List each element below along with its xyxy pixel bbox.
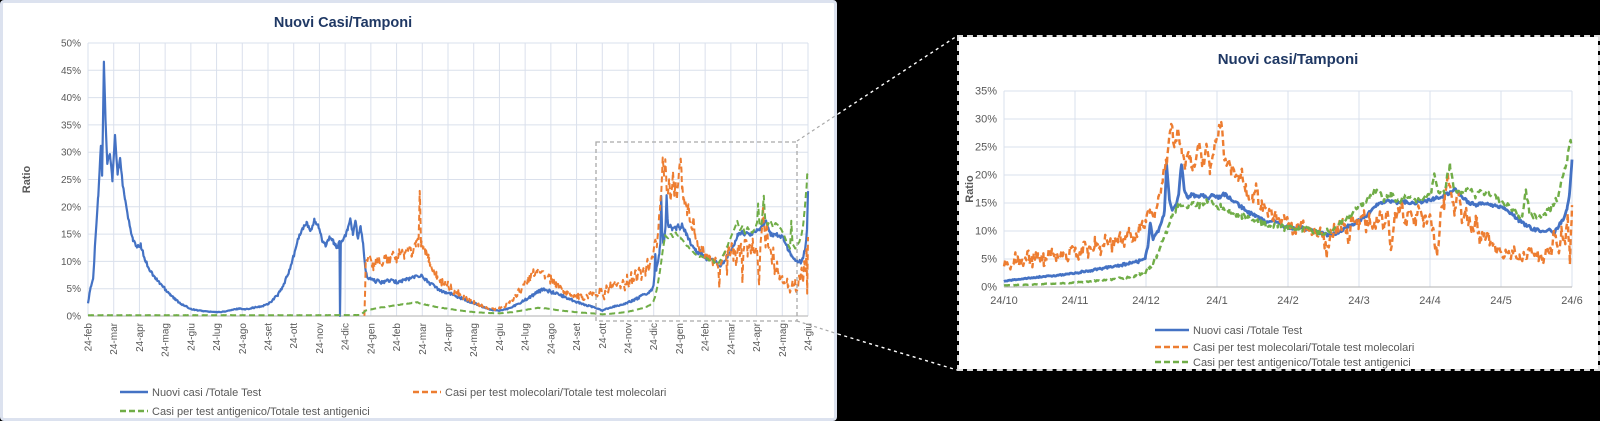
legend-label: Nuovi casi /Totale Test: [152, 387, 261, 399]
y-tick-label: 35%: [61, 120, 81, 131]
x-tick-label: 24/2: [1277, 295, 1298, 307]
chart-title: Nuovi Casi/Tamponi: [274, 15, 412, 31]
y-tick-label: 20%: [61, 202, 81, 213]
x-tick-label: 24-feb: [701, 323, 712, 352]
y-tick-label: 15%: [975, 198, 997, 210]
x-tick-label: 24-gen: [366, 323, 377, 354]
x-tick-label: 24-gen: [675, 323, 686, 354]
y-tick-label: 10%: [975, 226, 997, 238]
x-tick-label: 24-nov: [624, 323, 635, 354]
y-tick-label: 30%: [61, 148, 81, 159]
x-tick-label: 24-ago: [546, 323, 557, 355]
series-line-1: [363, 156, 809, 316]
right-chart-svg: 0% 5% 10% 15% 20% 25% 30% 35% 24/10 24/11 24/12 24/…: [964, 51, 1583, 369]
x-tick-label: 24-dic: [341, 323, 352, 350]
x-tick-label: 24/5: [1490, 295, 1511, 307]
y-tick-label: 5%: [981, 254, 997, 266]
x-tick-label: 24-ott: [289, 323, 300, 349]
x-tick-label: 24-giu: [186, 323, 197, 351]
y-tick-label: 0%: [981, 282, 997, 294]
x-tick-label: 24-mar: [109, 322, 120, 354]
x-tick-label: 24/3: [1348, 295, 1369, 307]
x-tick-label: 24-nov: [315, 323, 326, 354]
x-tick-label: 24/4: [1419, 295, 1440, 307]
y-tick-label: 5%: [67, 284, 82, 295]
series-line-1: [1002, 120, 1574, 271]
y-tick-label: 25%: [975, 142, 997, 154]
x-tick-label: 24-apr: [752, 322, 763, 352]
legend-label: Casi per test antigenico/Totale test ant…: [152, 406, 370, 418]
left-chart-svg: 0% 5% 10% 15% 20% 25% 30% 35% 40% 45% 50% 24-feb 24-…: [21, 15, 815, 418]
x-tick-label: 24-apr: [135, 322, 146, 352]
y-tick-label: 35%: [975, 86, 997, 98]
legend-label: Casi per test molecolari/Totale test mol…: [445, 387, 666, 399]
legend-item: Nuovi casi /Totale Test: [1155, 325, 1302, 337]
x-tick-label: 24-mag: [778, 323, 789, 357]
x-tick-label: 24/11: [1062, 295, 1089, 307]
x-tick-label: 24-ott: [598, 323, 609, 349]
right-chart-panel: 0% 5% 10% 15% 20% 25% 30% 35% 24/10 24/11 24/12 24/…: [957, 35, 1600, 371]
legend-item: Casi per test molecolari/Totale test mol…: [1155, 342, 1414, 354]
x-tick-label: 24-ago: [238, 323, 249, 355]
x-tick-label: 24-lug: [212, 323, 223, 351]
x-tick-label: 24/1: [1206, 295, 1227, 307]
x-tick-label: 24-mag: [469, 323, 480, 357]
y-tick-label: 10%: [61, 257, 81, 268]
y-tick-label: 0%: [67, 312, 82, 323]
x-tick-label: 24-mag: [161, 323, 172, 357]
y-tick-label: 20%: [975, 170, 997, 182]
x-tick-label: 24-mar: [726, 322, 737, 354]
legend-item: Casi per test antigenico/Totale test ant…: [120, 406, 370, 418]
chart-title: Nuovi casi/Tamponi: [1218, 51, 1359, 68]
x-tick-label: 24/6: [1561, 295, 1582, 307]
x-tick-label: 24-dic: [649, 323, 660, 350]
y-tick-label: 15%: [61, 230, 81, 241]
x-tick-label: 24-set: [572, 323, 583, 351]
legend-label: Casi per test antigenico/Totale test ant…: [1193, 357, 1411, 369]
legend-item: Nuovi casi /Totale Test: [120, 387, 261, 399]
y-tick-label: 45%: [61, 66, 81, 77]
y-tick-label: 30%: [975, 114, 997, 126]
x-tick-label: 24/12: [1132, 295, 1160, 307]
left-chart-panel: 0% 5% 10% 15% 20% 25% 30% 35% 40% 45% 50% 24-feb 24-…: [0, 0, 837, 421]
legend-label: Casi per test molecolari/Totale test mol…: [1193, 342, 1414, 354]
x-tick-label: 24-giu: [495, 323, 506, 351]
y-tick-label: 50%: [61, 39, 81, 50]
legend-item: Casi per test antigenico/Totale test ant…: [1155, 357, 1411, 369]
y-axis-title: Ratio: [964, 175, 976, 203]
y-tick-label: 25%: [61, 175, 81, 186]
x-tick-label: 24-giu: [804, 323, 815, 351]
x-tick-label: 24-lug: [521, 323, 532, 351]
connector-line-bottom: [837, 333, 958, 371]
y-axis-title: Ratio: [21, 165, 33, 193]
x-tick-label: 24-mar: [418, 322, 429, 354]
y-tick-label: 40%: [61, 93, 81, 104]
x-tick-label: 24-feb: [392, 323, 403, 352]
series-line-2: [1003, 138, 1573, 287]
legend-label: Nuovi casi /Totale Test: [1193, 325, 1302, 337]
x-tick-label: 24-set: [264, 323, 275, 351]
x-tick-label: 24/10: [990, 295, 1018, 307]
x-tick-label: 24-feb: [84, 323, 95, 352]
x-tick-label: 24-apr: [444, 322, 455, 352]
legend-item: Casi per test molecolari/Totale test mol…: [413, 387, 666, 399]
connector-line-top: [837, 35, 958, 115]
